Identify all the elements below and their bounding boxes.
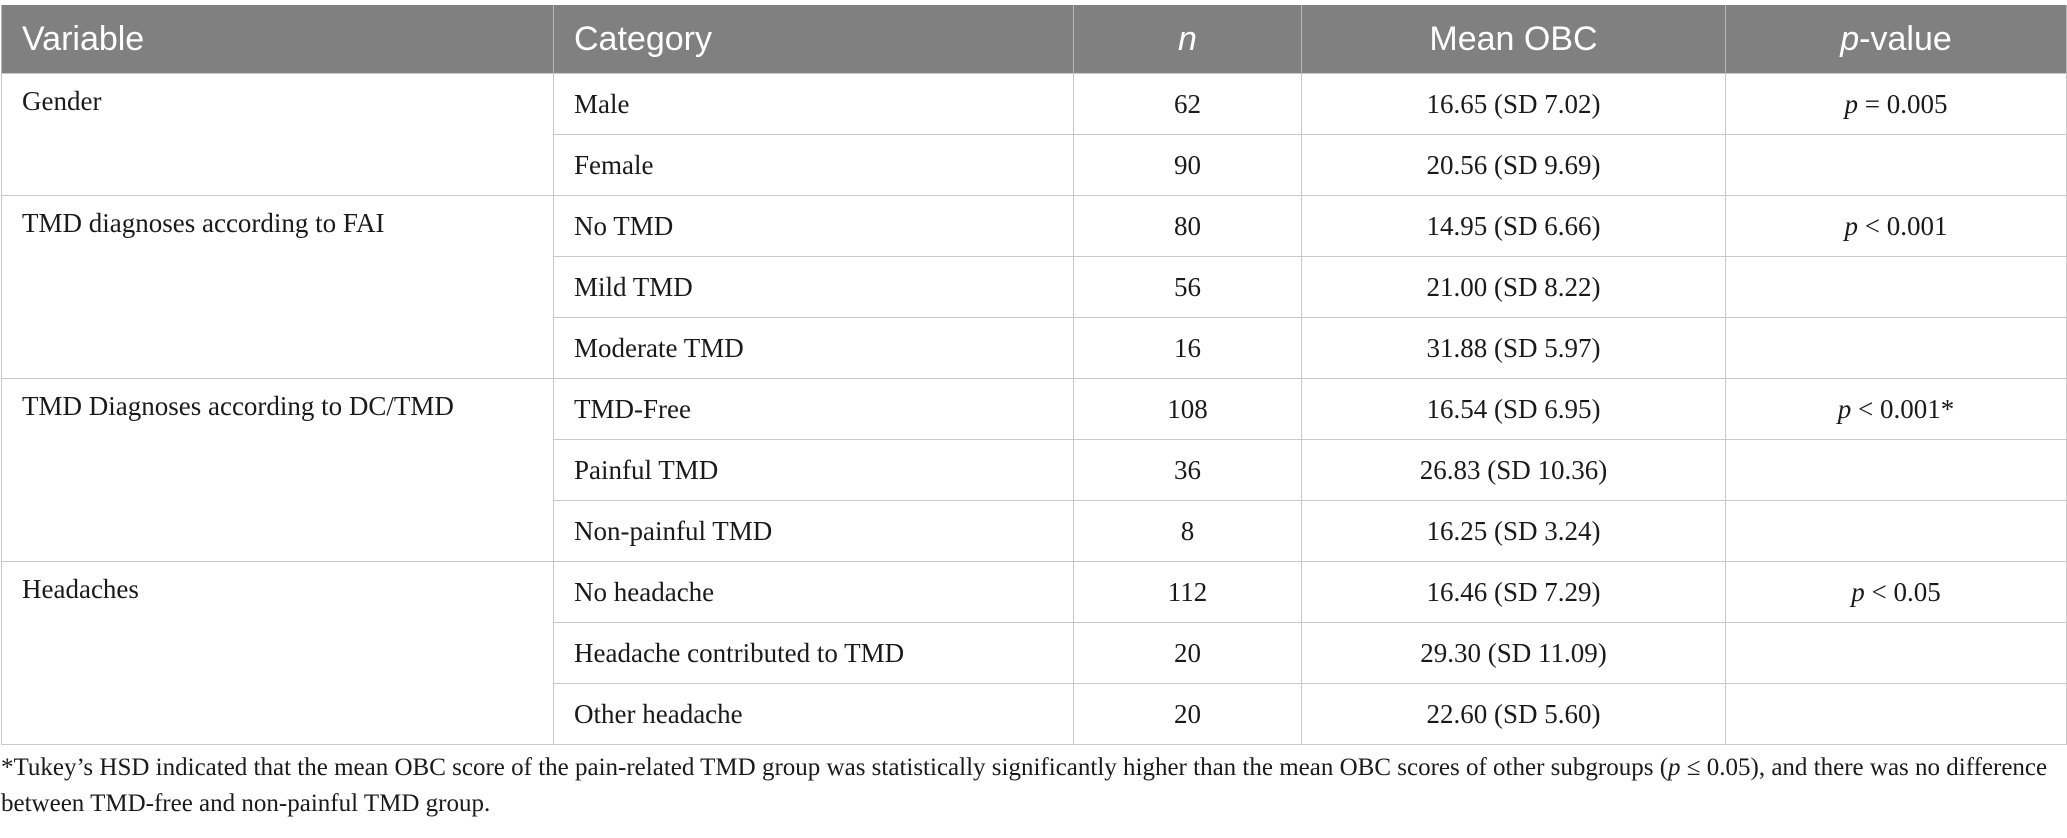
category-cell: Male xyxy=(553,73,1074,135)
p-value-cell xyxy=(1725,683,2067,745)
mean-obc-cell: 21.00 (SD 8.22) xyxy=(1301,256,1726,318)
header-n: n xyxy=(1073,5,1302,74)
p-symbol: p xyxy=(1844,88,1859,119)
category-cell: Moderate TMD xyxy=(553,317,1074,379)
table-row: Other headache 20 22.60 (SD 5.60) xyxy=(2,683,2067,745)
category-cell: No headache xyxy=(553,561,1074,623)
footnote-p-symbol: p xyxy=(1668,754,1681,781)
header-category: Category xyxy=(553,5,1074,74)
header-mean-obc: Mean OBC xyxy=(1301,5,1726,74)
header-p-value: p-value xyxy=(1725,5,2067,74)
table-body: Gender Male 62 16.65 (SD 7.02) p = 0.005 Fema… xyxy=(1,73,2067,745)
p-value-cell xyxy=(1725,622,2067,684)
header-p-symbol: p xyxy=(1840,19,1860,58)
n-cell: 20 xyxy=(1073,622,1302,684)
mean-obc-cell: 16.46 (SD 7.29) xyxy=(1301,561,1726,623)
mean-obc-cell: 29.30 (SD 11.09) xyxy=(1301,622,1726,684)
mean-obc-cell: 22.60 (SD 5.60) xyxy=(1301,683,1726,745)
n-cell: 36 xyxy=(1073,439,1302,501)
table-row: Mild TMD 56 21.00 (SD 8.22) xyxy=(2,256,2067,318)
mean-obc-cell: 16.54 (SD 6.95) xyxy=(1301,378,1726,440)
category-cell: TMD-Free xyxy=(553,378,1074,440)
n-cell: 80 xyxy=(1073,195,1302,257)
p-value-cell: p < 0.001* xyxy=(1725,378,2067,440)
table-footnote: *Tukey’s HSD indicated that the mean OBC… xyxy=(1,750,2056,822)
p-value-cell: p < 0.001 xyxy=(1725,195,2067,257)
p-symbol: p xyxy=(1837,393,1852,424)
n-cell: 8 xyxy=(1073,500,1302,562)
n-cell: 20 xyxy=(1073,683,1302,745)
table-row: Moderate TMD 16 31.88 (SD 5.97) xyxy=(2,317,2067,379)
p-symbol: p xyxy=(1851,576,1865,607)
category-cell: Female xyxy=(553,134,1074,196)
table-row: Gender Male 62 16.65 (SD 7.02) p = 0.005 xyxy=(1,73,2067,196)
p-value-text: = 0.005 xyxy=(1858,88,1948,119)
n-cell: 56 xyxy=(1073,256,1302,318)
n-cell: 112 xyxy=(1073,561,1302,623)
variable-cell: TMD Diagnoses according to DC/TMD xyxy=(1,378,554,562)
footnote-text-2: ≤ 0.05), and there was no difference bet… xyxy=(1,754,2048,817)
footnote-text-1: *Tukey’s HSD indicated that the mean OBC… xyxy=(1,754,1669,781)
p-value-cell xyxy=(1725,317,2067,379)
table-row: TMD diagnoses according to FAI No TMD 80 14… xyxy=(1,195,2067,379)
p-value-cell xyxy=(1725,500,2067,562)
category-cell: No TMD xyxy=(553,195,1074,257)
category-cell: Mild TMD xyxy=(553,256,1074,318)
p-value-text: < 0.05 xyxy=(1864,576,1941,607)
mean-obc-cell: 14.95 (SD 6.66) xyxy=(1301,195,1726,257)
p-value-cell xyxy=(1725,256,2067,318)
mean-obc-cell: 20.56 (SD 9.69) xyxy=(1301,134,1726,196)
p-value-text: < 0.001 xyxy=(1858,210,1948,241)
table-row: TMD Diagnoses according to DC/TMD TMD-Fre… xyxy=(1,378,2067,562)
p-symbol: p xyxy=(1844,210,1859,241)
results-table: Variable Category n Mean OBC p-value Gen… xyxy=(1,5,2067,745)
category-cell: Painful TMD xyxy=(553,439,1074,501)
p-value-cell: p < 0.05 xyxy=(1725,561,2067,623)
n-cell: 62 xyxy=(1073,73,1302,135)
mean-obc-cell: 16.65 (SD 7.02) xyxy=(1301,73,1726,135)
variable-cell: Gender xyxy=(1,73,554,196)
n-cell: 90 xyxy=(1073,134,1302,196)
variable-cell: TMD diagnoses according to FAI xyxy=(1,195,554,379)
table-row: Headache contributed to TMD 20 29.30 (SD 1… xyxy=(2,622,2067,684)
table-row: Headaches No headache 112 16.46 (SD 7.29) p … xyxy=(1,561,2067,745)
mean-obc-cell: 16.25 (SD 3.24) xyxy=(1301,500,1726,562)
category-cell: Other headache xyxy=(553,683,1074,745)
mean-obc-cell: 31.88 (SD 5.97) xyxy=(1301,317,1726,379)
header-p-suffix: -value xyxy=(1859,19,1952,58)
n-cell: 16 xyxy=(1073,317,1302,379)
p-value-text: < 0.001* xyxy=(1851,393,1955,424)
p-value-cell xyxy=(1725,134,2067,196)
p-value-cell: p = 0.005 xyxy=(1725,73,2067,135)
p-value-cell xyxy=(1725,439,2067,501)
table-header-row: Variable Category n Mean OBC p-value xyxy=(1,5,2067,74)
header-variable: Variable xyxy=(1,5,554,74)
table-row: Painful TMD 36 26.83 (SD 10.36) xyxy=(2,439,2067,501)
mean-obc-cell: 26.83 (SD 10.36) xyxy=(1301,439,1726,501)
category-cell: Headache contributed to TMD xyxy=(553,622,1074,684)
n-cell: 108 xyxy=(1073,378,1302,440)
category-cell: Non-painful TMD xyxy=(553,500,1074,562)
variable-cell: Headaches xyxy=(1,561,554,745)
